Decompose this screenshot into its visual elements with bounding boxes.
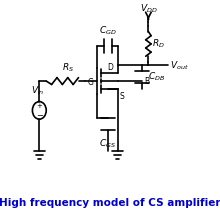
Text: $R_S$: $R_S$	[62, 62, 74, 74]
Text: −: −	[36, 111, 43, 120]
Text: $V_{DD}$: $V_{DD}$	[140, 2, 157, 15]
Text: D: D	[107, 63, 113, 72]
Text: S: S	[119, 92, 124, 101]
Text: High frequency model of CS amplifier: High frequency model of CS amplifier	[0, 198, 220, 208]
Text: $C_{GS}$: $C_{GS}$	[99, 138, 116, 150]
Text: $V_{out}$: $V_{out}$	[170, 59, 189, 72]
Text: B: B	[144, 77, 149, 86]
Text: +: +	[36, 103, 42, 109]
Text: $C_{DB}$: $C_{DB}$	[148, 71, 165, 83]
Text: G: G	[88, 78, 94, 86]
Text: $R_D$: $R_D$	[152, 38, 165, 50]
Text: $V_{in}$: $V_{in}$	[31, 84, 44, 97]
Text: $C_{GD}$: $C_{GD}$	[99, 25, 117, 37]
